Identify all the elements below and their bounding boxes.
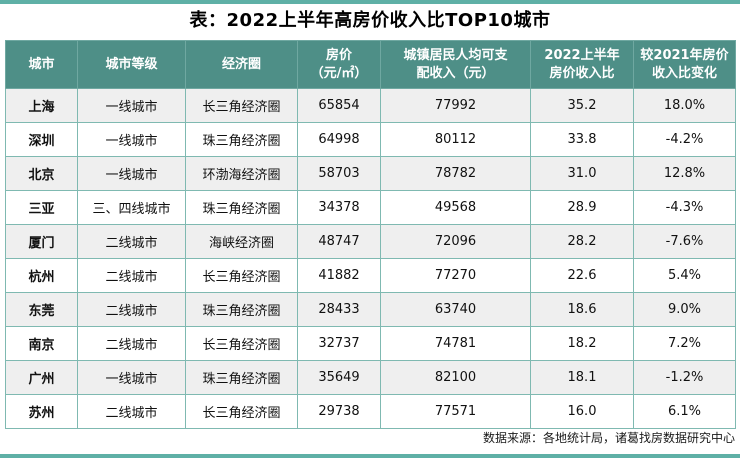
cell-tier: 二线城市 xyxy=(77,258,186,293)
cell-circle: 珠三角经济圈 xyxy=(185,360,298,395)
cell-change: 9.0% xyxy=(633,292,736,327)
cell-tier: 二线城市 xyxy=(77,224,186,259)
cell-price: 28433 xyxy=(297,292,381,327)
cell-price: 35649 xyxy=(297,360,381,395)
cell-circle: 长三角经济圈 xyxy=(185,258,298,293)
cell-city: 东莞 xyxy=(5,292,78,327)
cell-ratio: 35.2 xyxy=(530,88,634,123)
cell-income: 80112 xyxy=(380,122,531,157)
table-row-nanjing: 南京 二线城市 长三角经济圈 32737 74781 18.2 7.2% xyxy=(5,326,736,361)
cell-city: 广州 xyxy=(5,360,78,395)
cell-circle: 珠三角经济圈 xyxy=(185,122,298,157)
cell-income: 78782 xyxy=(380,156,531,191)
data-source-note: 数据来源：各地统计局，诸葛找房数据研究中心 xyxy=(482,431,735,445)
cell-ratio: 18.1 xyxy=(530,360,634,395)
table-row-dongguan: 东莞 二线城市 珠三角经济圈 28433 63740 18.6 9.0% xyxy=(5,292,736,327)
cell-circle: 珠三角经济圈 xyxy=(185,292,298,327)
table-row-hangzhou: 杭州 二线城市 长三角经济圈 41882 77270 22.6 5.4% xyxy=(5,258,736,293)
header-ratio-2022h1: 2022上半年 房价收入比 xyxy=(530,40,634,89)
header-city-tier: 城市等级 xyxy=(77,40,186,89)
table-body: 上海 一线城市 长三角经济圈 65854 77992 35.2 18.0% 深圳… xyxy=(5,88,736,429)
header-change-vs-2021: 较2021年房价 收入比变化 xyxy=(633,40,736,89)
cell-ratio: 28.9 xyxy=(530,190,634,225)
header-disposable-income: 城镇居民人均可支 配收入（元） xyxy=(380,40,531,89)
cell-tier: 二线城市 xyxy=(77,292,186,327)
cell-price: 64998 xyxy=(297,122,381,157)
table-header: 城市 城市等级 经济圈 房价 （元/㎡） 城镇居民人均可支 配收入（元） 202… xyxy=(5,40,736,89)
cell-income: 82100 xyxy=(380,360,531,395)
cell-change: 7.2% xyxy=(633,326,736,361)
cell-ratio: 33.8 xyxy=(530,122,634,157)
cell-tier: 一线城市 xyxy=(77,156,186,191)
cell-tier: 一线城市 xyxy=(77,88,186,123)
cell-income: 74781 xyxy=(380,326,531,361)
cell-circle: 长三角经济圈 xyxy=(185,394,298,429)
cell-income: 77270 xyxy=(380,258,531,293)
cell-city: 三亚 xyxy=(5,190,78,225)
cell-income: 77571 xyxy=(380,394,531,429)
cell-tier: 一线城市 xyxy=(77,360,186,395)
cell-tier: 二线城市 xyxy=(77,394,186,429)
cell-income: 63740 xyxy=(380,292,531,327)
cell-circle: 海峡经济圈 xyxy=(185,224,298,259)
cell-ratio: 16.0 xyxy=(530,394,634,429)
cell-change: -1.2% xyxy=(633,360,736,395)
cell-city: 苏州 xyxy=(5,394,78,429)
cell-city: 上海 xyxy=(5,88,78,123)
bottom-accent-bar xyxy=(0,454,740,458)
cell-ratio: 18.2 xyxy=(530,326,634,361)
cell-ratio: 31.0 xyxy=(530,156,634,191)
table-row-sanya: 三亚 三、四线城市 珠三角经济圈 34378 49568 28.9 -4.3% xyxy=(5,190,736,225)
header-house-price: 房价 （元/㎡） xyxy=(297,40,381,89)
price-income-ratio-table: 城市 城市等级 经济圈 房价 （元/㎡） 城镇居民人均可支 配收入（元） 202… xyxy=(5,40,736,429)
cell-price: 65854 xyxy=(297,88,381,123)
cell-income: 72096 xyxy=(380,224,531,259)
table-row-xiamen: 厦门 二线城市 海峡经济圈 48747 72096 28.2 -7.6% xyxy=(5,224,736,259)
table-row-guangzhou: 广州 一线城市 珠三角经济圈 35649 82100 18.1 -1.2% xyxy=(5,360,736,395)
table-row-shenzhen: 深圳 一线城市 珠三角经济圈 64998 80112 33.8 -4.2% xyxy=(5,122,736,157)
cell-city: 杭州 xyxy=(5,258,78,293)
header-economic-circle: 经济圈 xyxy=(185,40,298,89)
cell-price: 32737 xyxy=(297,326,381,361)
cell-ratio: 22.6 xyxy=(530,258,634,293)
cell-ratio: 28.2 xyxy=(530,224,634,259)
cell-city: 北京 xyxy=(5,156,78,191)
cell-price: 41882 xyxy=(297,258,381,293)
cell-change: -4.3% xyxy=(633,190,736,225)
cell-price: 58703 xyxy=(297,156,381,191)
cell-change: 6.1% xyxy=(633,394,736,429)
table-row-beijing: 北京 一线城市 环渤海经济圈 58703 78782 31.0 12.8% xyxy=(5,156,736,191)
top-accent-bar xyxy=(0,0,740,4)
cell-circle: 长三角经济圈 xyxy=(185,88,298,123)
cell-ratio: 18.6 xyxy=(530,292,634,327)
cell-change: 12.8% xyxy=(633,156,736,191)
cell-tier: 一线城市 xyxy=(77,122,186,157)
cell-price: 48747 xyxy=(297,224,381,259)
table-row-shanghai: 上海 一线城市 长三角经济圈 65854 77992 35.2 18.0% xyxy=(5,88,736,123)
cell-tier: 三、四线城市 xyxy=(77,190,186,225)
cell-price: 29738 xyxy=(297,394,381,429)
cell-circle: 长三角经济圈 xyxy=(185,326,298,361)
cell-city: 深圳 xyxy=(5,122,78,157)
cell-income: 77992 xyxy=(380,88,531,123)
cell-city: 南京 xyxy=(5,326,78,361)
cell-change: 5.4% xyxy=(633,258,736,293)
cell-income: 49568 xyxy=(380,190,531,225)
header-row: 城市 城市等级 经济圈 房价 （元/㎡） 城镇居民人均可支 配收入（元） 202… xyxy=(5,40,736,89)
cell-change: -4.2% xyxy=(633,122,736,157)
cell-change: 18.0% xyxy=(633,88,736,123)
cell-change: -7.6% xyxy=(633,224,736,259)
cell-circle: 珠三角经济圈 xyxy=(185,190,298,225)
table-row-suzhou: 苏州 二线城市 长三角经济圈 29738 77571 16.0 6.1% xyxy=(5,394,736,429)
cell-circle: 环渤海经济圈 xyxy=(185,156,298,191)
cell-city: 厦门 xyxy=(5,224,78,259)
header-city: 城市 xyxy=(5,40,78,89)
cell-price: 34378 xyxy=(297,190,381,225)
cell-tier: 二线城市 xyxy=(77,326,186,361)
table-title: 表：2022上半年高房价收入比TOP10城市 xyxy=(189,10,551,31)
